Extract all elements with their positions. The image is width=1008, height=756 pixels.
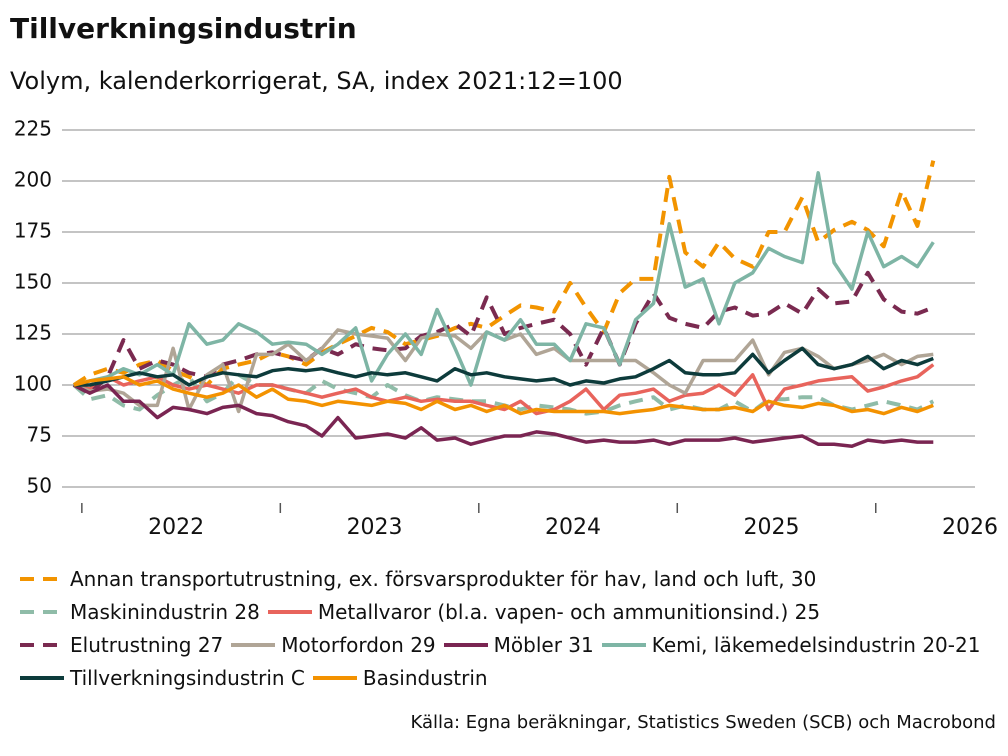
chart-subtitle: Volym, kalenderkorrigerat, SA, index 202… [10,67,623,95]
y-tick-label: 225 [14,117,52,141]
legend-swatch [20,642,64,647]
legend-item: Möbler 31 [442,628,594,661]
legend-item: Motorfordon 29 [229,628,436,661]
legend-item: Elutrustning 27 [18,628,223,661]
y-tick-label: 200 [14,168,52,192]
series-line [72,270,935,396]
x-tick-label: 2023 [347,515,403,540]
legend-label: Kemi, läkemedelsindustrin 20-21 [651,632,981,657]
legend-label: Elutrustning 27 [70,632,224,657]
series-line [73,346,934,387]
x-tick-label: 2026 [942,515,998,540]
legend-item: Kemi, läkemedelsindustrin 20-21 [600,628,981,661]
legend-label: Maskinindustrin 28 [70,599,260,624]
x-tick-label: 2022 [148,515,204,540]
y-tick-label: 75 [27,423,52,447]
legend-swatch [312,675,357,680]
legend-item: Basindustrin [311,661,488,694]
legend-swatch [20,576,64,581]
series-line [73,375,934,416]
legend-label: Tillverkningsindustrin C [70,665,305,690]
chart: Tillverkningsindustrin Volym, kalenderko… [10,12,998,540]
legend-label: Basindustrin [362,665,488,690]
y-tick-label: 125 [14,321,52,345]
series-line [73,171,935,387]
source: Källa: Egna beräkningar, Statistics Swed… [410,712,996,733]
legend-swatch [20,675,64,680]
legend-item: Maskinindustrin 28 [18,595,260,628]
legend-label: Metallvaror (bl.a. vapen- och ammunition… [317,599,821,624]
series-line [73,383,934,448]
legend-swatch [443,642,488,647]
legend-item: Metallvaror (bl.a. vapen- och ammunition… [266,595,820,628]
legend: Annan transportutrustning, ex. försvarsp… [18,562,1004,694]
y-tick-label: 100 [14,372,52,396]
legend-item: Tillverkningsindustrin C [18,661,305,694]
y-tick-label: 150 [14,270,52,294]
y-tick-label: 175 [14,219,52,243]
legend-item: Annan transportutrustning, ex. försvarsp… [18,562,816,595]
y-tick-label: 50 [27,474,52,498]
series-line [73,363,935,416]
legend-swatch [20,609,64,614]
x-tick-label: 2024 [545,515,601,540]
legend-label: Annan transportutrustning, ex. försvarsp… [70,566,817,591]
x-tick-label: 2025 [744,515,800,540]
chart-title: Tillverkningsindustrin [10,12,357,45]
legend-swatch [601,642,646,647]
legend-label: Möbler 31 [493,632,594,657]
legend-label: Motorfordon 29 [281,632,436,657]
legend-swatch [267,609,312,614]
legend-swatch [231,642,276,647]
